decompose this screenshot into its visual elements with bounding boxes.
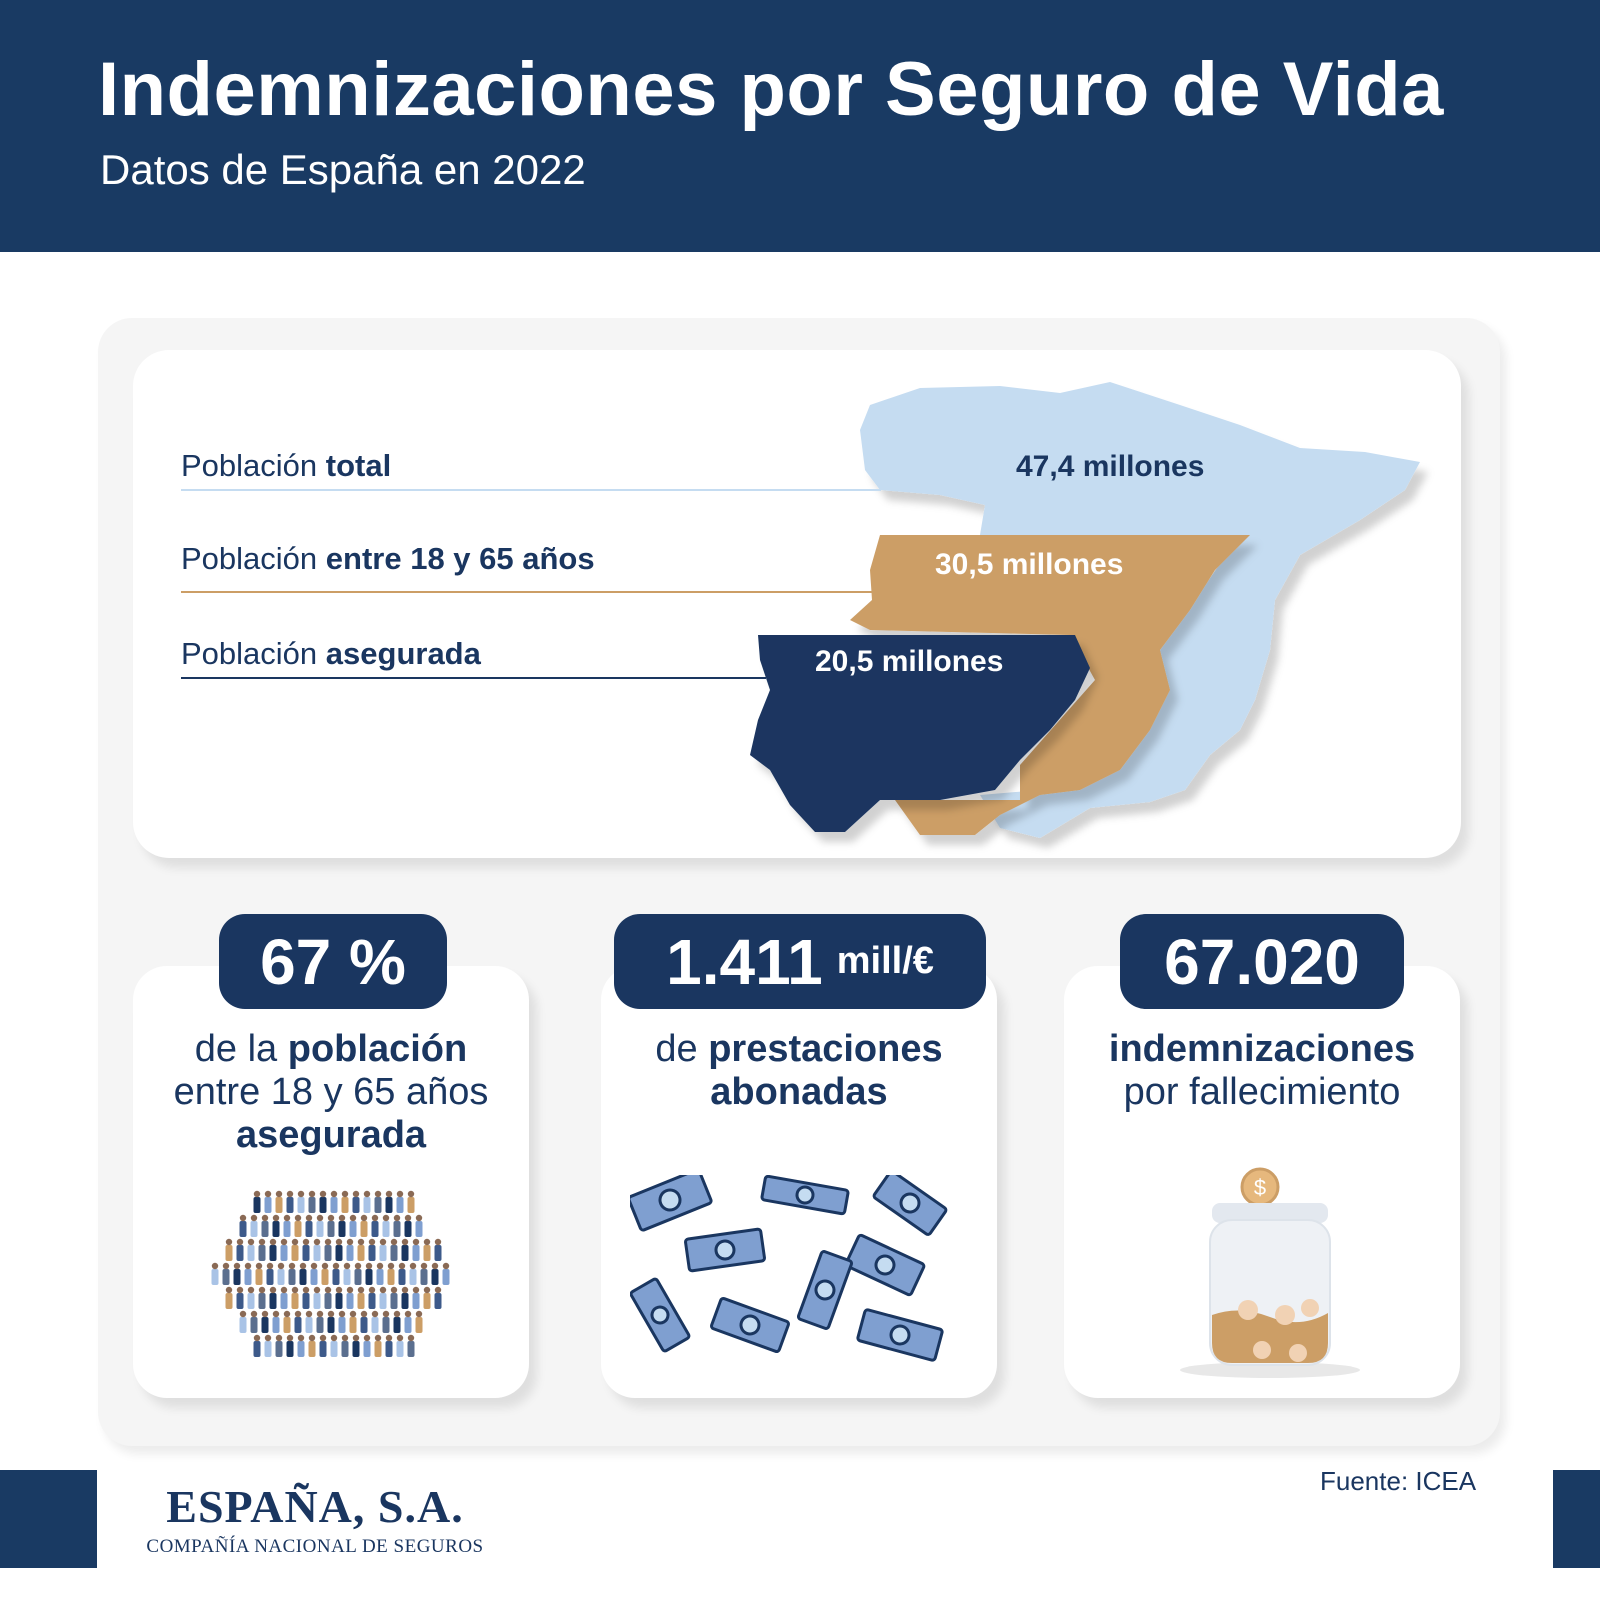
people-crowd-icon — [211, 1190, 450, 1357]
money-bills-icon — [630, 1175, 948, 1362]
company-logo-subtitle: COMPAÑÍA NACIONAL DE SEGUROS — [146, 1536, 484, 1557]
underline-population-18-65 — [181, 591, 876, 593]
stat-text-claims: indemnizaciones por fallecimiento — [1108, 1028, 1416, 1113]
stat-text-benefits: de prestaciones abonadas — [655, 1028, 943, 1113]
header-banner: Indemnizaciones por Seguro de Vida Datos… — [0, 0, 1600, 252]
underline-population-total — [181, 489, 881, 491]
coin-jar-icon: $ — [1180, 1167, 1360, 1378]
page-title: Indemnizaciones por Seguro de Vida — [98, 47, 1444, 132]
value-population-asegurada: 20,5 millones — [815, 645, 1004, 678]
stat-badge-claims: 67.020 — [1120, 914, 1404, 1009]
page-subtitle: Datos de España en 2022 — [100, 146, 586, 193]
stat-text-insured: de la población entre 18 y 65 años asegu… — [173, 1028, 489, 1156]
underline-population-asegurada — [181, 677, 766, 679]
value-population-18-65: 30,5 millones — [935, 548, 1124, 581]
label-population-18-65: Población entre 18 y 65 años — [181, 541, 595, 576]
value-population-total: 47,4 millones — [1016, 450, 1205, 483]
map-region-18-65 — [850, 535, 1250, 835]
label-population-total: Población total — [181, 448, 392, 483]
footer-left-bar — [0, 1470, 97, 1568]
stat-badge-benefits: 1.411 mill/€ — [614, 914, 986, 1009]
map-region-asegurada — [750, 635, 1090, 832]
map-region-total — [860, 382, 1420, 838]
footer-right-bar — [1553, 1470, 1600, 1568]
stat-badge-insured: 67 % — [219, 914, 447, 1009]
svg-text:$: $ — [1254, 1175, 1266, 1200]
source-note: Fuente: ICEA — [1320, 1466, 1477, 1496]
label-population-asegurada: Población asegurada — [181, 636, 481, 671]
company-logo-name: ESPAÑA, S.A. — [166, 1481, 464, 1532]
